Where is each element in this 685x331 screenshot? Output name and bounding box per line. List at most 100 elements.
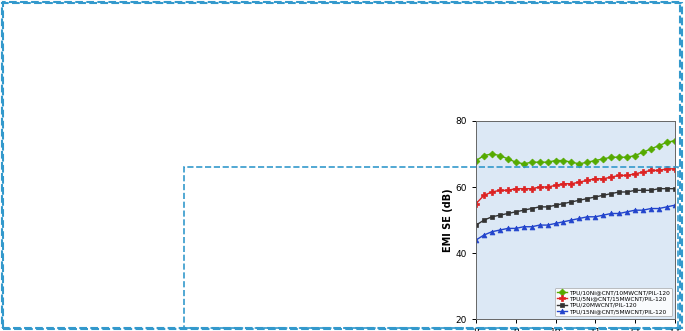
TPU/15Ni@CNT/5MWCNT/PIL-120 xyxy=(551,221,560,225)
TPU/15Ni@CNT/5MWCNT/PIL-120 xyxy=(655,207,663,211)
TPU/15Ni@CNT/5MWCNT/PIL-120 xyxy=(639,208,647,212)
TPU/15Ni@CNT/5MWCNT/PIL-120 xyxy=(583,215,591,219)
TPU/5Ni@CNT/15MWCNT/PIL-120 xyxy=(520,187,528,191)
TPU/15Ni@CNT/5MWCNT/PIL-120 xyxy=(512,226,520,230)
TPU/15Ni@CNT/5MWCNT/PIL-120 xyxy=(503,226,512,230)
TPU/5Ni@CNT/15MWCNT/PIL-120 xyxy=(496,188,504,192)
TPU/5Ni@CNT/15MWCNT/PIL-120 xyxy=(591,177,599,181)
TPU/10Ni@CNT/10MWCNT/PIL-120 xyxy=(599,157,608,161)
TPU/10Ni@CNT/10MWCNT/PIL-120 xyxy=(527,160,536,164)
TPU/15Ni@CNT/5MWCNT/PIL-120 xyxy=(520,225,528,229)
TPU/5Ni@CNT/15MWCNT/PIL-120 xyxy=(575,180,584,184)
TPU/10Ni@CNT/10MWCNT/PIL-120 xyxy=(671,139,679,143)
TPU/20MWCNT/PIL-120 xyxy=(503,212,512,215)
TPU/20MWCNT/PIL-120 xyxy=(631,188,639,192)
TPU/20MWCNT/PIL-120 xyxy=(488,215,496,219)
TPU/10Ni@CNT/10MWCNT/PIL-120 xyxy=(623,155,631,159)
TPU/15Ni@CNT/5MWCNT/PIL-120 xyxy=(662,205,671,209)
TPU/20MWCNT/PIL-120 xyxy=(599,193,608,197)
TPU/10Ni@CNT/10MWCNT/PIL-120 xyxy=(480,154,488,158)
TPU/20MWCNT/PIL-120 xyxy=(512,210,520,214)
TPU/10Ni@CNT/10MWCNT/PIL-120 xyxy=(655,144,663,148)
TPU/20MWCNT/PIL-120 xyxy=(655,187,663,191)
TPU/5Ni@CNT/15MWCNT/PIL-120 xyxy=(662,167,671,171)
TPU/10Ni@CNT/10MWCNT/PIL-120 xyxy=(536,160,544,164)
Legend: TPU/10Ni@CNT/10MWCNT/PIL-120, TPU/5Ni@CNT/15MWCNT/PIL-120, TPU/20MWCNT/PIL-120, : TPU/10Ni@CNT/10MWCNT/PIL-120, TPU/5Ni@CN… xyxy=(555,288,672,316)
TPU/15Ni@CNT/5MWCNT/PIL-120 xyxy=(671,203,679,207)
TPU/15Ni@CNT/5MWCNT/PIL-120 xyxy=(591,215,599,219)
TPU/15Ni@CNT/5MWCNT/PIL-120 xyxy=(496,228,504,232)
Line: TPU/15Ni@CNT/5MWCNT/PIL-120: TPU/15Ni@CNT/5MWCNT/PIL-120 xyxy=(473,203,677,242)
TPU/10Ni@CNT/10MWCNT/PIL-120 xyxy=(520,162,528,166)
TPU/10Ni@CNT/10MWCNT/PIL-120 xyxy=(662,140,671,144)
TPU/15Ni@CNT/5MWCNT/PIL-120 xyxy=(623,210,631,214)
TPU/20MWCNT/PIL-120 xyxy=(671,187,679,191)
TPU/10Ni@CNT/10MWCNT/PIL-120 xyxy=(503,157,512,161)
Y-axis label: EMI SE (dB): EMI SE (dB) xyxy=(443,188,453,252)
TPU/15Ni@CNT/5MWCNT/PIL-120 xyxy=(631,208,639,212)
TPU/20MWCNT/PIL-120 xyxy=(583,197,591,201)
TPU/5Ni@CNT/15MWCNT/PIL-120 xyxy=(560,182,568,186)
TPU/5Ni@CNT/15MWCNT/PIL-120 xyxy=(551,183,560,187)
TPU/15Ni@CNT/5MWCNT/PIL-120 xyxy=(480,233,488,237)
TPU/20MWCNT/PIL-120 xyxy=(647,188,655,192)
TPU/5Ni@CNT/15MWCNT/PIL-120 xyxy=(536,185,544,189)
TPU/5Ni@CNT/15MWCNT/PIL-120 xyxy=(583,178,591,182)
TPU/10Ni@CNT/10MWCNT/PIL-120 xyxy=(591,159,599,163)
TPU/10Ni@CNT/10MWCNT/PIL-120 xyxy=(496,154,504,158)
TPU/5Ni@CNT/15MWCNT/PIL-120 xyxy=(503,188,512,192)
TPU/15Ni@CNT/5MWCNT/PIL-120 xyxy=(567,218,575,222)
TPU/15Ni@CNT/5MWCNT/PIL-120 xyxy=(615,212,623,215)
TPU/15Ni@CNT/5MWCNT/PIL-120 xyxy=(560,220,568,224)
TPU/20MWCNT/PIL-120 xyxy=(591,195,599,199)
TPU/20MWCNT/PIL-120 xyxy=(480,218,488,222)
TPU/15Ni@CNT/5MWCNT/PIL-120 xyxy=(607,212,615,215)
TPU/10Ni@CNT/10MWCNT/PIL-120 xyxy=(607,155,615,159)
TPU/5Ni@CNT/15MWCNT/PIL-120 xyxy=(472,202,480,206)
TPU/10Ni@CNT/10MWCNT/PIL-120 xyxy=(488,152,496,156)
TPU/15Ni@CNT/5MWCNT/PIL-120 xyxy=(543,223,551,227)
TPU/10Ni@CNT/10MWCNT/PIL-120 xyxy=(543,160,551,164)
Line: TPU/10Ni@CNT/10MWCNT/PIL-120: TPU/10Ni@CNT/10MWCNT/PIL-120 xyxy=(473,138,677,166)
TPU/5Ni@CNT/15MWCNT/PIL-120 xyxy=(607,175,615,179)
TPU/10Ni@CNT/10MWCNT/PIL-120 xyxy=(560,159,568,163)
Line: TPU/20MWCNT/PIL-120: TPU/20MWCNT/PIL-120 xyxy=(473,186,677,227)
TPU/15Ni@CNT/5MWCNT/PIL-120 xyxy=(527,225,536,229)
TPU/15Ni@CNT/5MWCNT/PIL-120 xyxy=(599,213,608,217)
TPU/10Ni@CNT/10MWCNT/PIL-120 xyxy=(631,154,639,158)
TPU/5Ni@CNT/15MWCNT/PIL-120 xyxy=(639,170,647,174)
TPU/15Ni@CNT/5MWCNT/PIL-120 xyxy=(536,223,544,227)
TPU/5Ni@CNT/15MWCNT/PIL-120 xyxy=(655,168,663,172)
TPU/10Ni@CNT/10MWCNT/PIL-120 xyxy=(512,160,520,164)
TPU/20MWCNT/PIL-120 xyxy=(639,188,647,192)
TPU/20MWCNT/PIL-120 xyxy=(551,203,560,207)
TPU/10Ni@CNT/10MWCNT/PIL-120 xyxy=(639,150,647,154)
TPU/15Ni@CNT/5MWCNT/PIL-120 xyxy=(488,230,496,234)
TPU/10Ni@CNT/10MWCNT/PIL-120 xyxy=(472,159,480,163)
TPU/5Ni@CNT/15MWCNT/PIL-120 xyxy=(631,172,639,176)
TPU/10Ni@CNT/10MWCNT/PIL-120 xyxy=(551,159,560,163)
TPU/10Ni@CNT/10MWCNT/PIL-120 xyxy=(575,162,584,166)
TPU/15Ni@CNT/5MWCNT/PIL-120 xyxy=(472,238,480,242)
TPU/5Ni@CNT/15MWCNT/PIL-120 xyxy=(599,177,608,181)
TPU/5Ni@CNT/15MWCNT/PIL-120 xyxy=(488,190,496,194)
TPU/5Ni@CNT/15MWCNT/PIL-120 xyxy=(671,167,679,171)
TPU/20MWCNT/PIL-120 xyxy=(575,198,584,202)
TPU/20MWCNT/PIL-120 xyxy=(615,190,623,194)
TPU/10Ni@CNT/10MWCNT/PIL-120 xyxy=(647,147,655,151)
TPU/20MWCNT/PIL-120 xyxy=(662,187,671,191)
TPU/20MWCNT/PIL-120 xyxy=(623,190,631,194)
TPU/20MWCNT/PIL-120 xyxy=(496,213,504,217)
TPU/20MWCNT/PIL-120 xyxy=(607,192,615,196)
TPU/15Ni@CNT/5MWCNT/PIL-120 xyxy=(647,207,655,211)
TPU/5Ni@CNT/15MWCNT/PIL-120 xyxy=(647,168,655,172)
TPU/5Ni@CNT/15MWCNT/PIL-120 xyxy=(615,173,623,177)
Line: TPU/5Ni@CNT/15MWCNT/PIL-120: TPU/5Ni@CNT/15MWCNT/PIL-120 xyxy=(473,166,678,207)
TPU/10Ni@CNT/10MWCNT/PIL-120 xyxy=(615,155,623,159)
TPU/20MWCNT/PIL-120 xyxy=(560,202,568,206)
TPU/10Ni@CNT/10MWCNT/PIL-120 xyxy=(583,160,591,164)
TPU/20MWCNT/PIL-120 xyxy=(527,207,536,211)
TPU/10Ni@CNT/10MWCNT/PIL-120 xyxy=(567,160,575,164)
TPU/20MWCNT/PIL-120 xyxy=(567,200,575,204)
TPU/5Ni@CNT/15MWCNT/PIL-120 xyxy=(527,187,536,191)
